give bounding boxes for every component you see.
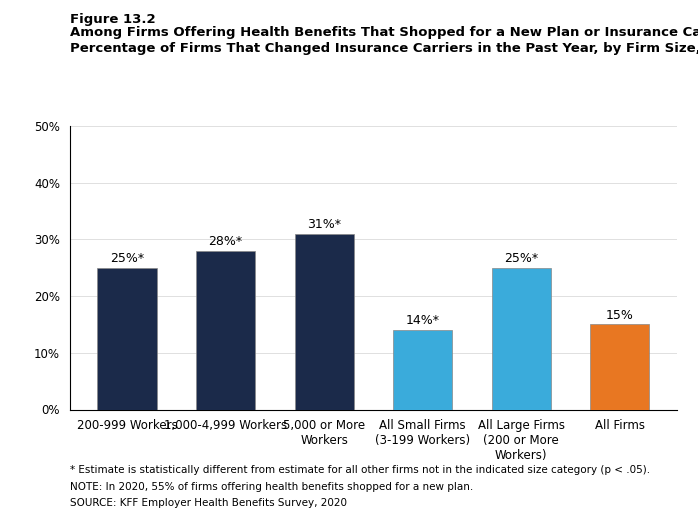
Bar <box>491 268 551 410</box>
Bar <box>295 234 354 410</box>
Text: Figure 13.2: Figure 13.2 <box>70 13 156 26</box>
Text: 25%*: 25%* <box>504 252 538 265</box>
Bar <box>98 268 156 410</box>
Text: SOURCE: KFF Employer Health Benefits Survey, 2020: SOURCE: KFF Employer Health Benefits Sur… <box>70 498 347 508</box>
Text: * Estimate is statistically different from estimate for all other firms not in t: * Estimate is statistically different fr… <box>70 465 650 475</box>
Text: Among Firms Offering Health Benefits That Shopped for a New Plan or Insurance Ca: Among Firms Offering Health Benefits Tha… <box>70 26 698 39</box>
Bar <box>196 251 255 410</box>
Bar <box>591 324 649 410</box>
Bar <box>393 330 452 410</box>
Text: 25%*: 25%* <box>110 252 144 265</box>
Text: Percentage of Firms That Changed Insurance Carriers in the Past Year, by Firm Si: Percentage of Firms That Changed Insuran… <box>70 42 698 55</box>
Text: 28%*: 28%* <box>209 235 243 248</box>
Text: 31%*: 31%* <box>307 218 341 231</box>
Text: 15%: 15% <box>606 309 634 322</box>
Text: 14%*: 14%* <box>406 314 440 327</box>
Text: NOTE: In 2020, 55% of firms offering health benefits shopped for a new plan.: NOTE: In 2020, 55% of firms offering hea… <box>70 482 473 492</box>
